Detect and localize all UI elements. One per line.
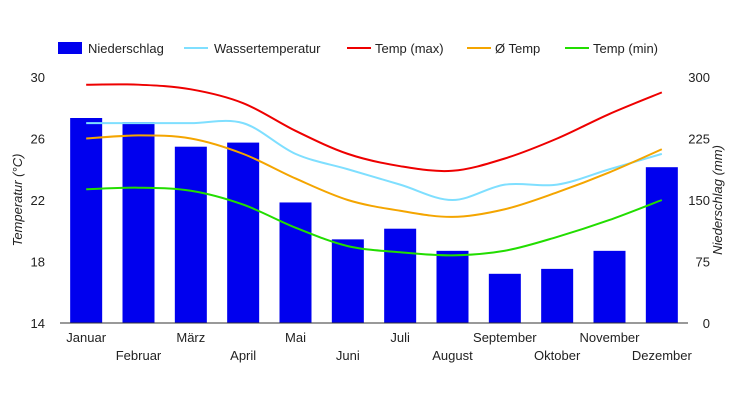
x-tick-label: Februar	[116, 348, 162, 363]
x-axis-ticks: Januar Februar März April Mai Juni Juli AugustS…	[66, 330, 692, 363]
right-axis-title: Niederschlag (mm)	[710, 145, 725, 255]
legend-label: Temp (max)	[375, 41, 444, 56]
precipitation-bar	[436, 250, 469, 323]
left-axis-title: Temperatur (°C)	[10, 154, 25, 247]
right-tick-label: 0	[703, 316, 710, 331]
temp-avg-line	[86, 134, 663, 218]
x-tick-label: November	[580, 330, 641, 345]
temp-min-line	[86, 186, 663, 257]
left-tick-label: 18	[31, 255, 45, 270]
precipitation-bar	[541, 268, 574, 323]
precipitation-bar	[122, 122, 155, 323]
x-tick-label: Januar	[66, 330, 106, 345]
x-tick-label: Juni	[336, 348, 360, 363]
x-tick-label: Dezember	[632, 348, 693, 363]
x-tick-label: März	[176, 330, 205, 345]
left-tick-label: 30	[31, 70, 45, 85]
legend-swatch	[58, 42, 82, 54]
legend-label: Ø Temp	[495, 41, 540, 56]
precipitation-bars	[70, 118, 678, 323]
water-temperature-line	[86, 119, 663, 202]
right-tick-label: 75	[696, 255, 710, 270]
x-tick-label: Juli	[390, 330, 410, 345]
left-axis-ticks: 14 18 22 26 30	[31, 70, 45, 331]
right-tick-label: 300	[688, 70, 710, 85]
precipitation-bar	[331, 239, 364, 323]
precipitation-bar	[384, 228, 417, 323]
precipitation-bar	[488, 273, 521, 323]
legend: Niederschlag Wassertemperatur Temp (max) Ø …	[58, 41, 658, 56]
precipitation-bar	[279, 202, 312, 323]
precipitation-bar	[593, 250, 626, 323]
temperature-lines	[86, 83, 663, 257]
x-tick-label: April	[230, 348, 256, 363]
right-axis-ticks: 0 75 150 225 300	[688, 70, 710, 331]
legend-label: Wassertemperatur	[214, 41, 321, 56]
legend-label: Niederschlag	[88, 41, 164, 56]
precipitation-bar	[227, 142, 260, 323]
right-tick-label: 150	[688, 193, 710, 208]
precipitation-bar	[174, 146, 207, 323]
right-tick-label: 225	[688, 132, 710, 147]
x-tick-label: September	[473, 330, 537, 345]
x-tick-label: Mai	[285, 330, 306, 345]
precipitation-bar	[645, 167, 678, 323]
x-tick-label: August	[432, 348, 473, 363]
left-tick-label: 14	[31, 316, 45, 331]
legend-label: Temp (min)	[593, 41, 658, 56]
precipitation-bar	[70, 118, 103, 323]
x-tick-label: Oktober	[534, 348, 581, 363]
temp-max-line	[86, 83, 663, 173]
left-tick-label: 22	[31, 193, 45, 208]
left-tick-label: 26	[31, 132, 45, 147]
